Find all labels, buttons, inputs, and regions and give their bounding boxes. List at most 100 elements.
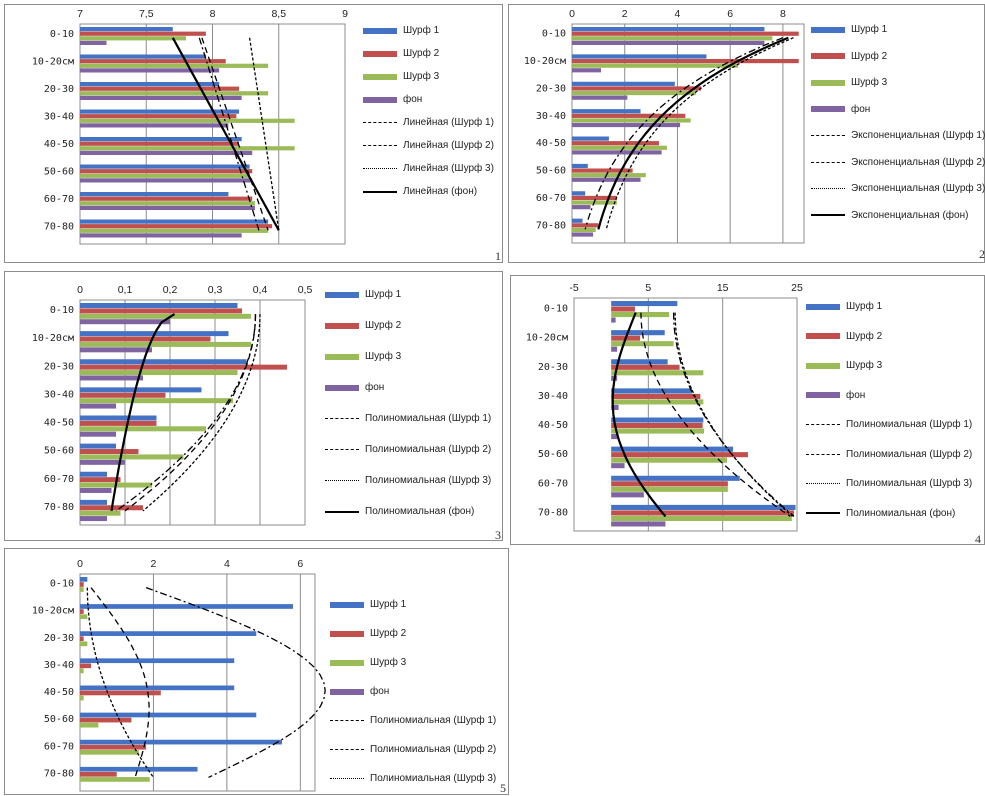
bar: [572, 122, 681, 128]
bar: [80, 739, 282, 745]
y-tick-label: 40-50: [44, 139, 74, 150]
y-tick-label: 30-40: [44, 389, 74, 400]
bar: [80, 347, 152, 353]
legend-item: фон: [325, 382, 384, 393]
bar: [611, 457, 728, 463]
legend-swatch: [806, 303, 840, 310]
bar: [80, 141, 239, 146]
bar: [80, 192, 229, 197]
bar: [80, 685, 235, 691]
y-tick-label: 60-70: [538, 478, 568, 489]
trend-line: [124, 314, 257, 512]
bar: [611, 434, 619, 440]
legend-label: Шурф 2: [403, 48, 440, 59]
trend-line: [605, 37, 794, 230]
trend-line: [640, 312, 791, 517]
bar: [572, 86, 702, 91]
legend-label: Шурф 2: [365, 320, 402, 331]
y-tick-label: 10-20см: [526, 333, 568, 344]
trend-line: [597, 36, 789, 230]
legend-item: Полиномиальная (фон): [806, 508, 955, 519]
bar: [80, 777, 150, 782]
x-tick-label: 0,5: [298, 284, 313, 296]
bar: [80, 201, 255, 206]
trend-line: [198, 37, 260, 231]
bar: [80, 173, 250, 178]
legend-swatch: [325, 510, 359, 513]
legend-swatch: [811, 106, 845, 112]
y-tick-label: 0-10: [544, 304, 568, 315]
y-tick-label: 70-80: [536, 220, 566, 231]
legend-label: Полиномиальная (Шурф 3): [846, 478, 973, 489]
bar: [611, 359, 668, 365]
bar: [80, 403, 116, 409]
bar: [80, 233, 242, 238]
bar: [80, 443, 116, 449]
trend-line: [201, 37, 269, 231]
legend-item: Шурф 3: [811, 77, 887, 88]
bar: [80, 398, 233, 404]
chart-panel-2: 0 2 4 6 8 0-10 10-20см 20-30 30-40 40-50 50-60 60-7…: [508, 4, 985, 263]
bar: [611, 317, 616, 323]
bar: [80, 123, 229, 128]
legend-item: фон: [806, 390, 865, 401]
bar: [80, 387, 202, 393]
legend-item: Шурф 3: [363, 71, 439, 82]
legend-label: Линейная (Шурф 2): [403, 140, 494, 151]
legend-item: Полиномиальная (Шурф 1): [325, 413, 491, 424]
bar: [572, 36, 773, 41]
legend-item: Экспоненциальная (Шурф 2): [811, 157, 985, 168]
trend-line: [674, 312, 793, 517]
legend-label: Полиномиальная (Шурф 2): [365, 444, 492, 455]
legend-swatch: [330, 630, 364, 637]
bar: [80, 146, 295, 151]
legend-item: фон: [363, 94, 422, 105]
bar: [572, 27, 765, 32]
x-tick-label: 5: [645, 282, 651, 294]
bar: [80, 169, 253, 174]
legend-swatch: [363, 73, 397, 80]
y-tick-label: 70-80: [44, 768, 74, 779]
legend-item: Шурф 3: [325, 351, 401, 362]
legend-item: Шурф 1: [363, 25, 439, 36]
legend-swatch: [811, 26, 845, 33]
legend-label: Шурф 1: [365, 289, 402, 300]
x-tick-label: 2: [622, 8, 628, 20]
legend-item: Полиномиальная (Шурф 2): [325, 444, 491, 455]
y-tick-label: 0-10: [50, 29, 74, 40]
bar: [611, 475, 740, 481]
bar: [80, 219, 269, 224]
bar: [572, 63, 739, 68]
legend-label: Шурф 1: [846, 301, 883, 312]
bar: [611, 510, 795, 516]
legend-item: Шурф 1: [325, 289, 401, 300]
bar: [572, 218, 583, 223]
bar: [80, 499, 107, 505]
legend-item: Шурф 2: [363, 48, 439, 59]
y-tick-label: 70-80: [538, 507, 568, 518]
legend-label: Шурф 3: [365, 351, 402, 362]
y-tick-label: 0-10: [50, 579, 74, 590]
y-tick-label: 30-40: [44, 660, 74, 671]
panel-number-3: 3: [495, 528, 501, 542]
legend-swatch: [811, 53, 845, 59]
bar: [80, 36, 186, 41]
legend-swatch: [330, 720, 364, 721]
bar: [572, 31, 799, 36]
legend-swatch: [806, 424, 840, 425]
bar: [572, 177, 641, 182]
bar: [80, 641, 88, 647]
legend-item: Шурф 2: [811, 51, 887, 62]
x-tick-label: 6: [727, 8, 733, 20]
x-tick-label: 15: [717, 282, 729, 294]
y-tick-label: 10-20см: [32, 606, 74, 617]
bar: [80, 308, 242, 314]
y-tick-label: 20-30: [44, 633, 74, 644]
y-tick-label: 20-30: [44, 361, 74, 372]
legend-swatch: [363, 96, 397, 103]
bar: [80, 68, 220, 73]
legend-item: Шурф 3: [806, 360, 882, 371]
y-tick-label: 0-10: [50, 305, 74, 316]
x-tick-label: 8,5: [271, 8, 286, 20]
legend-item: Шурф 1: [811, 24, 887, 35]
